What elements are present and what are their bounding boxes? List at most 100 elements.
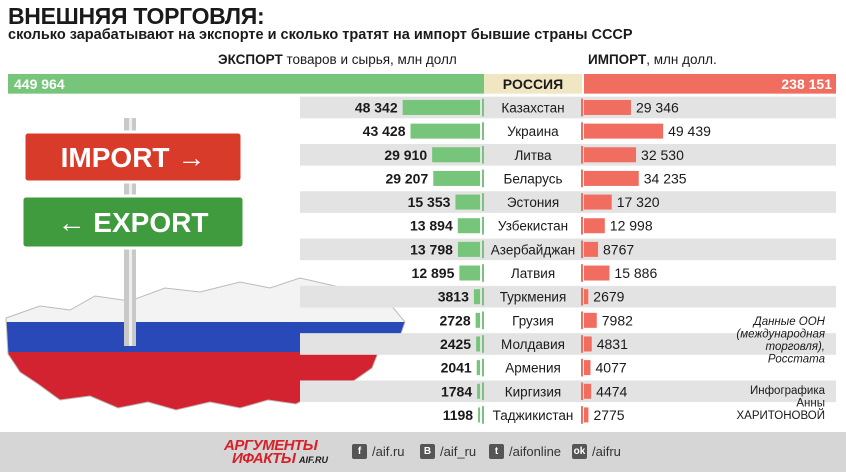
social-twitter[interactable]: t/aifonline xyxy=(489,444,561,459)
value-export-russia: 449 964 xyxy=(14,76,65,92)
bar-import xyxy=(584,360,591,376)
social-label: /aif.ru xyxy=(372,444,405,459)
value-import: 8767 xyxy=(603,241,634,257)
category-label: Латвия xyxy=(511,266,555,281)
social-odnoklassniki[interactable]: ok/aifru xyxy=(572,444,621,459)
bar-export xyxy=(476,360,480,376)
category-label: Азербайджан xyxy=(491,242,575,257)
value-import: 49 439 xyxy=(668,123,711,139)
row-band xyxy=(300,238,836,261)
bar-import xyxy=(584,312,597,328)
category-label-russia: РОССИЯ xyxy=(503,76,563,92)
bar-export xyxy=(457,241,480,257)
credit-note-line: Анны xyxy=(796,398,825,410)
value-import: 2775 xyxy=(593,407,624,423)
value-export: 15 353 xyxy=(408,194,451,210)
aif-logo: АРГУМЕНТЫ ИФАКТЫ AIF.RU xyxy=(224,437,328,467)
row-band xyxy=(300,380,836,403)
bar-import xyxy=(584,123,664,139)
bar-export xyxy=(432,147,480,163)
source-note-line: Данные ООН xyxy=(752,316,826,328)
footer: АРГУМЕНТЫ ИФАКТЫ AIF.RU f/aif.ru В/aif_r… xyxy=(0,432,846,472)
social-label: /aif_ru xyxy=(440,444,477,459)
bar-export xyxy=(433,170,480,186)
value-export: 2425 xyxy=(440,336,471,352)
value-export: 3813 xyxy=(438,289,469,305)
logo-line2: ИФАКТЫ xyxy=(232,450,296,467)
value-import: 7982 xyxy=(602,312,633,328)
bar-export xyxy=(478,407,480,423)
twitter-icon: t xyxy=(489,444,504,459)
logo-domain: AIF.RU xyxy=(299,455,328,465)
social-vk[interactable]: В/aif_ru xyxy=(420,444,476,459)
value-export: 29 910 xyxy=(384,147,427,163)
bar-export xyxy=(475,312,480,328)
row-band xyxy=(300,143,836,166)
row-band xyxy=(300,333,836,355)
bar-import xyxy=(584,265,610,281)
category-label: Узбекистан xyxy=(498,219,568,234)
category-label: Литва xyxy=(514,148,552,163)
value-import: 29 346 xyxy=(636,99,679,115)
bar-export xyxy=(477,383,480,399)
value-import: 4474 xyxy=(596,383,627,399)
export-sign-text: ← EXPORT xyxy=(58,207,209,238)
value-export: 13 798 xyxy=(410,241,453,257)
category-label: Армения xyxy=(505,361,561,376)
value-export: 1784 xyxy=(441,383,472,399)
value-export: 2728 xyxy=(439,312,470,328)
import-header-rest: , млн долл. xyxy=(646,52,717,67)
value-export: 43 428 xyxy=(363,123,406,139)
category-label: Молдавия xyxy=(501,337,565,352)
bar-export xyxy=(473,289,480,305)
category-label: Киргизия xyxy=(505,384,561,399)
value-import: 4831 xyxy=(597,336,628,352)
row-band xyxy=(300,191,836,213)
page-title: ВНЕШНЯЯ ТОРГОВЛЯ: xyxy=(8,3,265,29)
credit-note-line: ХАРИТОНОВОЙ xyxy=(737,409,825,422)
bar-export xyxy=(459,265,480,281)
source-note-line: (международная xyxy=(736,329,825,341)
bar-import xyxy=(584,170,639,186)
russia-label-band xyxy=(484,74,582,94)
social-label: /aifonline xyxy=(509,444,562,459)
bar-export-russia xyxy=(8,74,484,94)
category-label: Туркмения xyxy=(500,290,567,305)
value-import: 32 530 xyxy=(641,147,684,163)
social-facebook[interactable]: f/aif.ru xyxy=(352,444,405,459)
bar-import xyxy=(584,194,612,210)
logo-line1: АРГУМЕНТЫ xyxy=(224,437,318,454)
bar-import xyxy=(584,336,592,352)
category-label: Эстония xyxy=(507,195,559,210)
bar-import xyxy=(584,383,592,399)
import-header-bold: ИМПОРТ xyxy=(588,52,647,67)
import-sign-icon: IMPORT → xyxy=(22,130,244,184)
bar-export xyxy=(402,99,480,115)
value-export: 48 342 xyxy=(355,99,398,115)
value-import: 4077 xyxy=(596,360,627,376)
value-import: 15 886 xyxy=(614,265,657,281)
page-subtitle: сколько зарабатывают на экспорте и сколь… xyxy=(8,27,633,43)
import-column-header: ИМПОРТ, млн долл. xyxy=(588,52,717,67)
bar-export xyxy=(476,336,480,352)
bar-import xyxy=(584,99,631,115)
social-label: /aifru xyxy=(592,444,621,459)
value-import: 17 320 xyxy=(617,194,660,210)
value-import: 12 998 xyxy=(610,218,653,234)
row-band xyxy=(300,285,836,308)
value-export: 29 207 xyxy=(385,170,428,186)
export-header-rest: товаров и сырья, млн долл xyxy=(282,52,457,67)
value-export: 1198 xyxy=(443,407,474,423)
bar-import xyxy=(584,407,589,423)
vk-icon: В xyxy=(420,444,435,459)
credit-note-line: Инфографика xyxy=(750,385,826,397)
export-column-header: ЭКСПОРТ товаров и сырья, млн долл xyxy=(218,52,457,67)
bar-export xyxy=(410,123,480,139)
facebook-icon: f xyxy=(352,444,367,459)
export-header-bold: ЭКСПОРТ xyxy=(218,52,283,67)
bar-import xyxy=(584,218,605,234)
value-export: 13 894 xyxy=(410,218,453,234)
value-export: 12 895 xyxy=(412,265,455,281)
odnoklassniki-icon: ok xyxy=(572,444,587,459)
